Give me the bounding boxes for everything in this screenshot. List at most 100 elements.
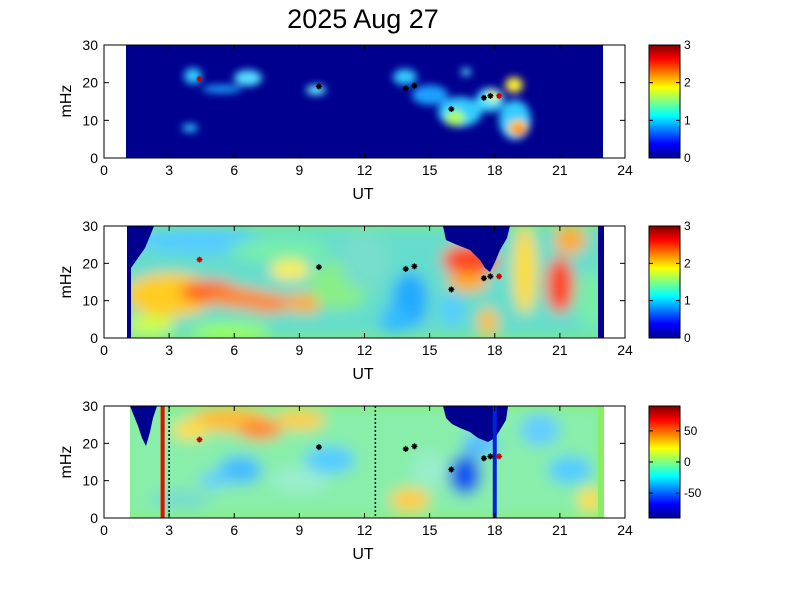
colorbar-tick-label: 50 [684, 424, 698, 438]
y-tick-label: 10 [82, 473, 98, 489]
y-tick-label: 30 [82, 398, 98, 414]
event-marker [487, 453, 494, 460]
x-tick-label: 18 [487, 522, 503, 538]
x-tick-label: 6 [230, 342, 238, 358]
event-marker [448, 106, 455, 113]
colorbar-tick-label: 0 [684, 331, 691, 345]
x-ticks-middle: 0 3 6 9 12 15 18 21 24 [100, 226, 633, 358]
x-tick-label: 3 [165, 342, 173, 358]
event-marker [448, 286, 455, 293]
x-tick-label: 3 [165, 522, 173, 538]
x-tick-label: 24 [617, 162, 633, 178]
colorbar-tick-label: 1 [684, 294, 691, 308]
event-marker [315, 264, 322, 271]
y-axis-label-top: mHz [58, 85, 75, 118]
figure-title: 2025 Aug 27 [287, 4, 439, 34]
x-axis-label-bottom: UT [352, 546, 374, 563]
colorbar-tick-label: 2 [684, 256, 691, 270]
x-tick-label: 12 [357, 342, 373, 358]
x-tick-label: 18 [487, 162, 503, 178]
colorbar-tick-label: 0 [684, 455, 691, 469]
vertical-lines-bottom [160, 406, 497, 518]
event-marker [496, 273, 503, 280]
event-marker [496, 92, 503, 99]
x-tick-label: 21 [552, 522, 568, 538]
x-tick-label: 24 [617, 342, 633, 358]
x-tick-label: 21 [552, 162, 568, 178]
y-tick-label: 20 [82, 255, 98, 271]
colorbar-tick-label: 3 [684, 219, 691, 233]
x-tick-label: 6 [230, 522, 238, 538]
x-tick-label: 9 [295, 342, 303, 358]
x-ticks-top: 0 3 6 9 12 15 18 21 24 [100, 45, 633, 178]
colorbar-top: 0 1 2 3 [648, 38, 691, 165]
colorbar-tick-label: 1 [684, 113, 691, 127]
markers-bottom [196, 436, 503, 473]
event-marker [496, 453, 503, 460]
event-marker [411, 82, 418, 89]
x-tick-label: 18 [487, 342, 503, 358]
y-ticks-top: 0 10 20 30 [82, 37, 625, 166]
y-tick-label: 20 [82, 435, 98, 451]
x-tick-label: 15 [422, 342, 438, 358]
colorbar-middle: 0 1 2 3 [648, 219, 691, 345]
x-tick-label: 15 [422, 162, 438, 178]
markers-middle [196, 256, 503, 293]
event-marker [196, 75, 203, 82]
x-tick-label: 0 [100, 522, 108, 538]
y-ticks-middle: 0 10 20 30 [82, 218, 625, 346]
colorbar-tick-label: -50 [684, 486, 702, 500]
x-tick-label: 24 [617, 522, 633, 538]
event-marker [402, 265, 409, 272]
x-axis-label-top: UT [352, 186, 374, 203]
x-tick-label: 21 [552, 342, 568, 358]
colorbar-bottom: -50 0 50 [648, 405, 702, 519]
event-marker [480, 455, 487, 462]
x-ticks-bottom: 0 3 6 9 12 15 18 21 24 [100, 406, 633, 538]
event-marker [411, 263, 418, 270]
x-tick-label: 6 [230, 162, 238, 178]
y-tick-label: 10 [82, 112, 98, 128]
colorbar-ticks-top: 0 1 2 3 [649, 38, 691, 165]
y-tick-label: 20 [82, 75, 98, 91]
heatmap-bottom [124, 406, 604, 518]
y-axis-label-bottom: mHz [58, 446, 75, 479]
event-marker [487, 273, 494, 280]
y-tick-label: 10 [82, 293, 98, 309]
y-axis-label-middle: mHz [58, 266, 75, 299]
event-marker [411, 443, 418, 450]
x-tick-label: 12 [357, 162, 373, 178]
event-marker [315, 83, 322, 90]
colorbar-ticks-bottom: -50 0 50 [649, 424, 702, 500]
x-tick-label: 12 [357, 522, 373, 538]
y-tick-label: 0 [90, 150, 98, 166]
event-marker [480, 94, 487, 101]
x-tick-label: 9 [295, 162, 303, 178]
y-tick-label: 0 [90, 510, 98, 526]
y-tick-label: 0 [90, 330, 98, 346]
x-tick-label: 9 [295, 522, 303, 538]
colorbar-tick-label: 2 [684, 76, 691, 90]
x-tick-label: 3 [165, 162, 173, 178]
event-marker [196, 436, 203, 443]
y-ticks-bottom: 0 10 20 30 [82, 398, 625, 526]
event-marker [315, 444, 322, 451]
y-tick-label: 30 [82, 218, 98, 234]
markers-top [196, 75, 503, 113]
x-tick-label: 0 [100, 162, 108, 178]
event-marker [480, 275, 487, 282]
x-axis-label-middle: UT [352, 366, 374, 383]
event-marker [402, 85, 409, 92]
event-marker [448, 466, 455, 473]
colorbar-tick-label: 3 [684, 38, 691, 52]
heatmap-middle [124, 226, 604, 338]
x-tick-label: 0 [100, 342, 108, 358]
event-marker [196, 256, 203, 263]
event-marker [402, 445, 409, 452]
colorbar-ticks-middle: 0 1 2 3 [649, 219, 691, 345]
panel-bottom: 0 3 6 9 12 15 18 21 24 0 10 20 30 UT mHz -50 0 50 [58, 398, 702, 563]
x-tick-label: 15 [422, 522, 438, 538]
event-marker [487, 92, 494, 99]
